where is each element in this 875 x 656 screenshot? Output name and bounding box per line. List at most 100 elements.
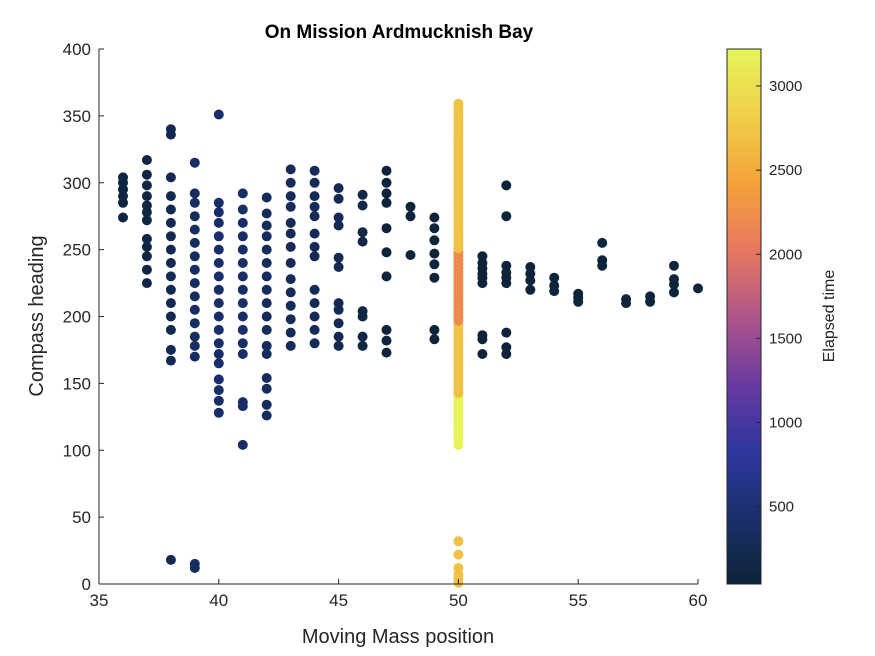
data-point [501,342,512,353]
data-point [309,201,320,212]
data-point [309,165,320,176]
data-point [141,191,152,202]
data-point [285,274,296,285]
data-point [285,287,296,298]
data-point [549,272,560,283]
data-point [165,554,176,565]
y-tick-label: 200 [63,308,91,327]
x-axis-ticks: 35 40 45 50 55 60 [90,579,708,610]
data-point [477,349,488,359]
data-point [285,164,296,175]
data-point [333,331,344,342]
data-point [213,338,224,349]
data-point [165,355,176,366]
data-point [141,278,152,289]
data-point [381,347,392,358]
data-point [237,397,248,408]
data-point [669,274,679,285]
data-point [141,169,152,180]
data-point [429,223,440,234]
data-point [477,251,488,262]
data-point [309,191,320,202]
data-point [333,193,344,204]
data-point [189,157,200,168]
data-point [237,244,248,255]
y-tick-label: 250 [63,241,91,260]
data-point [669,287,679,298]
data-point [285,177,296,188]
data-point [261,244,272,255]
data-point [213,298,224,309]
data-point [477,330,488,341]
data-point [189,278,200,289]
x-tick-label: 60 [689,591,708,610]
data-point [213,324,224,335]
colorbar-label: Elapsed time [821,270,838,363]
data-point [333,340,344,351]
chart-title: On Mission Ardmucknish Bay [265,22,534,43]
data-point [189,304,200,315]
data-point [189,188,200,199]
data-point [333,318,344,329]
data-point [597,237,608,248]
data-point [309,324,320,335]
data-point [213,395,224,406]
data-point [381,324,392,335]
data-point [309,241,320,252]
data-point [213,271,224,282]
data-point [189,197,200,208]
data-point [309,211,320,222]
data-point [213,197,224,208]
data-point [165,124,176,135]
data-point [285,258,296,268]
data-point [405,211,416,222]
data-point [189,224,200,235]
data-point [453,549,464,560]
data-point [141,264,152,275]
x-tick-label: 45 [329,591,348,610]
data-point [237,349,248,359]
data-point [333,252,344,263]
data-point [261,399,272,410]
data-point [333,212,344,223]
data-point [237,271,248,282]
data-point [213,207,224,218]
data-point [261,220,272,231]
data-point [165,258,176,268]
data-point [189,318,200,329]
data-point [285,217,296,228]
data-point [333,220,344,231]
data-point [381,177,392,188]
data-point [261,284,272,295]
x-axis-label: Moving Mass position [302,626,494,648]
data-point [429,248,440,259]
data-point [165,217,176,228]
data-point [237,231,248,242]
data-point [261,349,272,359]
data-point [141,241,152,252]
data-point [213,407,224,418]
data-point [429,235,440,246]
data-point [213,349,224,359]
data-point [237,439,248,450]
data-point [549,280,560,291]
data-point [429,334,440,345]
data-point [453,98,464,109]
data-point [501,327,512,338]
data-point [237,188,248,199]
data-point [261,271,272,282]
data-point [309,251,320,262]
data-point [261,208,272,219]
data-point [213,231,224,242]
colorbar-tick-label: 1000 [769,414,802,431]
data-point [165,311,176,322]
x-tick-label: 35 [90,591,109,610]
data-point [645,291,656,302]
data-point [261,311,272,322]
data-point [453,563,464,573]
data-point [429,272,440,283]
data-point [285,228,296,239]
data-point [501,211,512,222]
data-point [189,291,200,302]
